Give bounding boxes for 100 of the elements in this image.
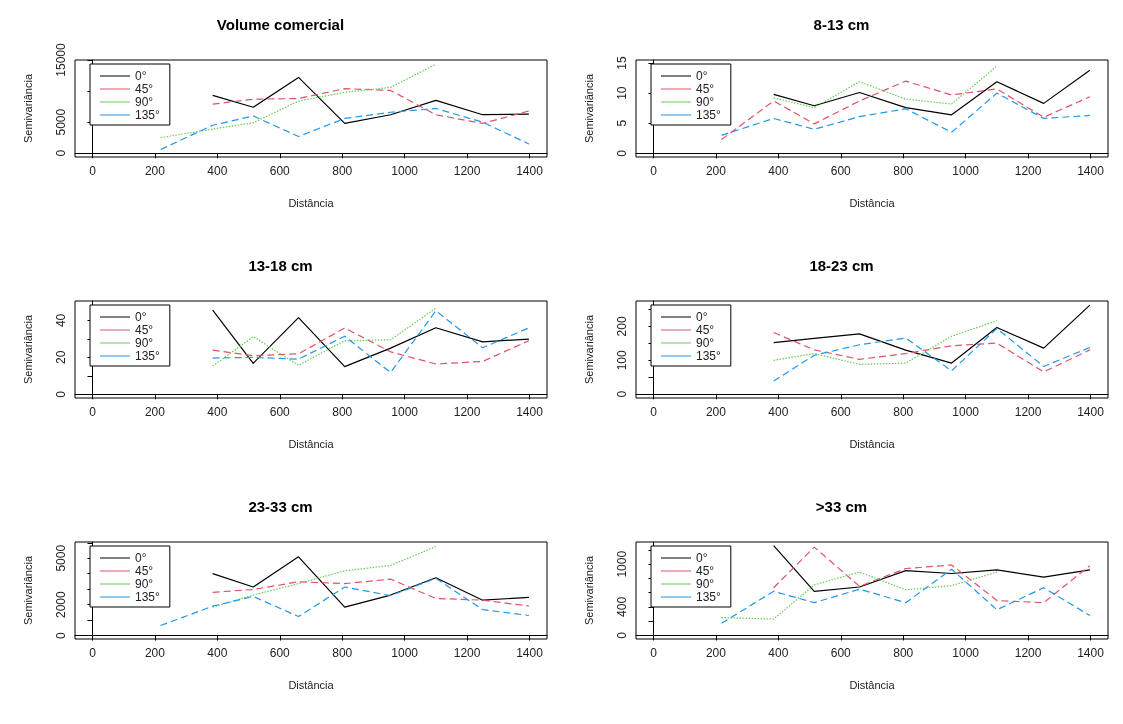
y-tick-label: 15 [615,56,629,70]
x-tick-label: 200 [144,164,166,178]
legend-label: 45° [696,82,715,96]
x-tick-label: 600 [269,405,291,419]
x-tick-label: 200 [144,405,166,419]
line-series [720,80,1091,141]
x-tick-label: 0 [89,405,97,419]
x-axis-title: Distância [849,437,896,450]
y-axis-title: Semivariância [21,73,34,144]
y-tick-label: 100 [615,350,629,371]
x-tick-label: 200 [144,646,166,660]
y-tick-label: 200 [615,316,629,337]
x-tick-label: 1400 [1077,164,1105,178]
chart-title: >33 cm [815,498,868,515]
legend-label: 90° [696,577,715,591]
line-series [159,107,530,151]
y-tick-label: 1000 [615,550,629,578]
legend-label: 90° [135,336,154,350]
line-series [773,545,1091,592]
line-series [773,546,1091,604]
y-tick-label: 15000 [54,42,68,77]
x-tick-label: 1000 [952,405,980,419]
x-tick-label: 800 [332,405,353,419]
y-tick-label: 0 [615,149,629,157]
chart-title: Volume comercial [216,16,345,33]
x-tick-label: 1000 [952,646,980,660]
line-series [773,304,1091,364]
x-axis-title: Distância [288,437,335,450]
line-series [773,320,998,366]
x-tick-label: 0 [650,405,658,419]
legend-label: 135° [696,349,722,363]
y-tick-label: 0 [54,390,68,398]
y-tick-label: 0 [615,631,629,639]
x-tick-label: 400 [207,405,228,419]
chart-title: 23-33 cm [248,498,313,515]
line-series [720,571,998,620]
x-tick-label: 800 [893,646,914,660]
chart-title: 13-18 cm [248,257,313,274]
x-tick-label: 1000 [952,164,980,178]
legend-label: 45° [135,564,154,578]
legend-label: 90° [135,577,154,591]
y-tick-label: 5000 [54,544,68,572]
x-tick-label: 0 [650,164,658,178]
legend-label: 90° [696,95,715,109]
x-tick-label: 600 [269,164,291,178]
x-tick-label: 800 [332,646,353,660]
x-tick-label: 800 [332,164,353,178]
x-tick-label: 400 [768,405,789,419]
x-tick-label: 200 [705,164,727,178]
y-tick-label: 0 [54,149,68,157]
legend-label: 45° [135,82,154,96]
x-tick-label: 800 [893,405,914,419]
legend-label: 135° [135,349,161,363]
x-tick-label: 1200 [1014,646,1042,660]
x-tick-label: 400 [207,164,228,178]
line-series [212,327,530,365]
x-tick-label: 600 [830,646,852,660]
x-tick-label: 600 [269,646,291,660]
legend-label: 45° [696,564,715,578]
x-tick-label: 600 [830,164,852,178]
line-series [212,76,530,125]
x-tick-label: 1000 [391,164,419,178]
x-tick-label: 200 [705,646,727,660]
legend-label: 0° [696,551,708,565]
y-tick-label: 40 [54,313,68,328]
x-tick-label: 1200 [1014,405,1042,419]
y-axis-title: Semivariância [582,73,595,144]
line-series [212,578,530,607]
x-tick-label: 1200 [1014,164,1042,178]
line-series [773,331,1091,373]
legend-label: 135° [696,108,722,122]
x-tick-label: 0 [89,164,97,178]
legend-label: 0° [135,551,147,565]
y-axis-title: Semivariância [21,314,34,385]
y-tick-label: 20 [54,350,68,365]
line-series [720,568,1091,624]
line-series [212,556,530,608]
legend-label: 0° [135,310,147,324]
x-tick-label: 600 [830,405,852,419]
x-axis-title: Distância [849,678,896,691]
line-series [159,577,530,627]
x-tick-label: 1200 [453,646,481,660]
x-tick-label: 800 [893,164,914,178]
line-series [773,69,1091,116]
x-axis-title: Distância [288,678,335,691]
x-axis-title: Distância [288,196,335,209]
y-axis-title: Semivariância [582,314,595,385]
y-axis-title: Semivariância [21,555,34,626]
legend-label: 90° [135,95,154,109]
y-axis-title: Semivariância [582,555,595,626]
x-tick-label: 1400 [516,164,544,178]
line-series [212,88,530,125]
y-tick-label: 10 [615,86,629,100]
line-series [159,63,437,139]
x-tick-label: 400 [207,646,228,660]
x-axis-title: Distância [849,196,896,209]
x-tick-label: 400 [768,164,789,178]
line-series [773,65,998,109]
legend-label: 45° [696,323,715,337]
legend-label: 135° [696,590,722,604]
